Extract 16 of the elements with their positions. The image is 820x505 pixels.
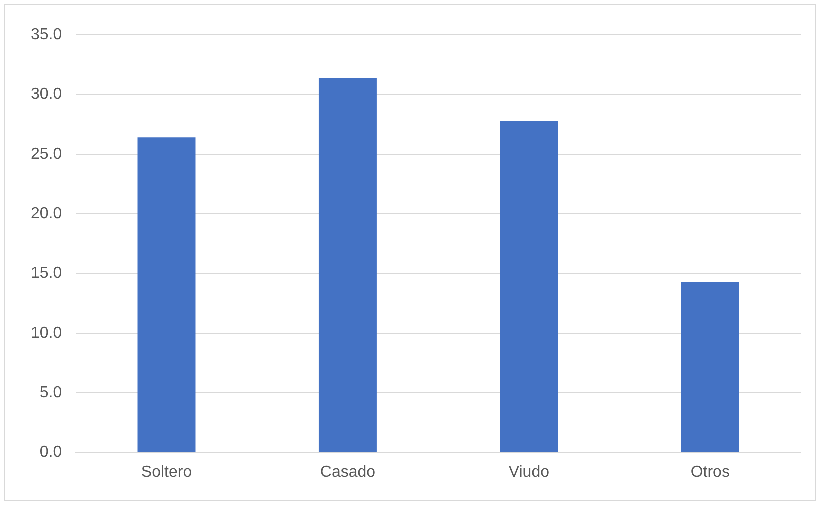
x-tick-label: Viudo	[508, 464, 550, 481]
x-tick-label: Otros	[690, 464, 730, 481]
y-tick-label: 5.0	[40, 384, 62, 402]
bar	[681, 282, 740, 452]
y-tick-label: 20.0	[31, 205, 62, 222]
y-tick-label: 15.0	[31, 265, 62, 282]
bar	[500, 120, 558, 452]
y-tick-label: 30.0	[31, 86, 62, 104]
y-tick-label: 35.0	[31, 26, 62, 44]
bar	[318, 78, 377, 452]
x-tick-label: Soltero	[141, 464, 192, 481]
x-tick-label: Casado	[320, 464, 376, 481]
bar	[138, 138, 196, 452]
y-tick-label: 25.0	[31, 146, 62, 163]
y-tick-label: 0.0	[40, 444, 62, 462]
y-tick-label: 10.0	[31, 324, 62, 342]
